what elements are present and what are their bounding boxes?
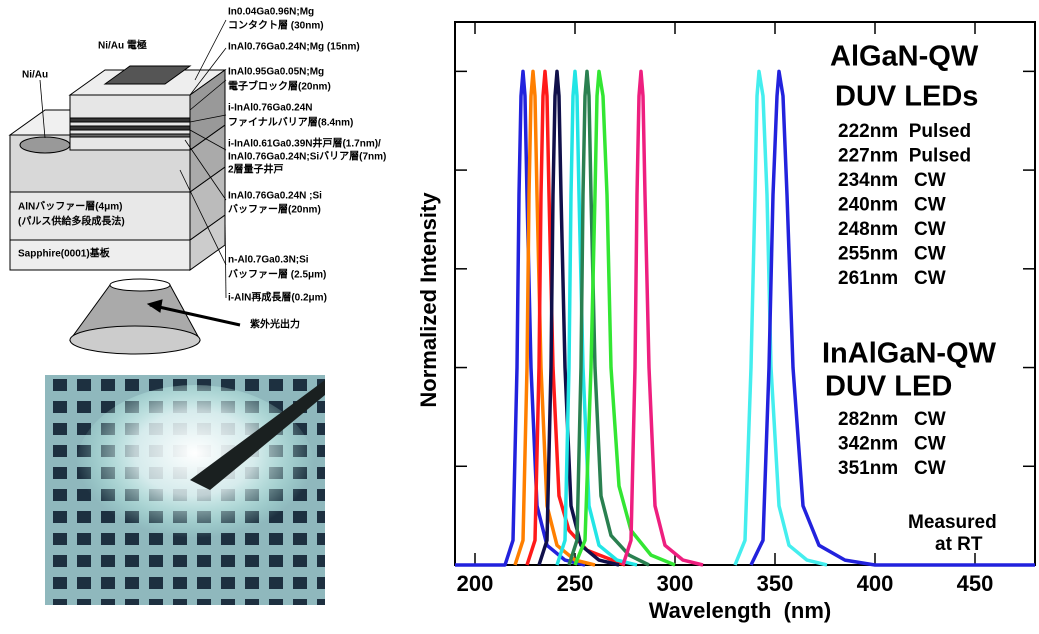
legend-entry: 227nm Pulsed xyxy=(838,146,971,167)
x-tick-label: 400 xyxy=(857,571,894,596)
y-axis-label: Normalized Intensity xyxy=(416,192,441,408)
x-tick-label: 200 xyxy=(457,571,494,596)
spectrum-line xyxy=(621,69,704,567)
diagram-label: In0.04Ga0.96N;Mg xyxy=(228,7,314,18)
diagram-label: InAl0.76Ga0.24N;Mg (15nm) xyxy=(228,42,360,53)
diagram-label: Ni/Au xyxy=(22,70,48,81)
x-axis-label: Wavelength (nm) xyxy=(649,598,832,623)
diagram-label: i-InAl0.76Ga0.24N xyxy=(228,103,312,114)
x-tick-label: 250 xyxy=(557,571,594,596)
spectrum-line xyxy=(525,69,626,567)
diagram-label: (パルス供給多段成長法) xyxy=(18,215,125,228)
diagram-label: 紫外光出力 xyxy=(250,318,300,331)
x-tick-label: 300 xyxy=(657,571,694,596)
legend-entry: 282nm CW xyxy=(838,409,946,430)
spectrum-line xyxy=(513,69,596,567)
diagram-label: InAl0.76Ga0.24N ;Si xyxy=(228,191,322,202)
annotation: DUV LEDs xyxy=(835,81,978,113)
diagram-label: バッファー層(20nm) xyxy=(228,204,321,216)
diagram-label: i-InAl0.61Ga0.39N井戸層(1.7nm)/ xyxy=(228,137,381,150)
diagram-label: Ni/Au 電極 xyxy=(98,39,147,52)
diagram-label: 電子ブロック層(20nm) xyxy=(228,80,331,93)
spectrum-line xyxy=(567,69,650,567)
x-tick-label: 350 xyxy=(757,571,794,596)
x-tick-label: 450 xyxy=(957,571,994,596)
annotation: Measured xyxy=(908,512,997,533)
annotation: AlGaN-QW xyxy=(830,41,979,73)
annotation: DUV LED xyxy=(825,371,952,403)
diagram-label: InAl0.95Ga0.05N;Mg xyxy=(228,67,324,78)
legend-entry: 261nm CW xyxy=(838,268,946,289)
legend-entry: 234nm CW xyxy=(838,170,946,191)
diagram-label: n-Al0.7Ga0.3N;Si xyxy=(228,255,309,266)
legend-entry: 240nm CW xyxy=(838,195,946,216)
diagram-label: ファイナルバリア層(8.4nm) xyxy=(228,117,353,129)
spectrum-line xyxy=(749,69,1035,567)
legend-entry: 255nm CW xyxy=(838,244,946,265)
device-diagram xyxy=(8,19,241,355)
diagram-label: i-AlN再成長層(0.2μm) xyxy=(228,291,327,304)
spectrum-line xyxy=(537,69,620,567)
diagram-label: InAl0.76Ga0.24N;Siバリア層(7nm) xyxy=(228,151,386,163)
diagram-label: 2層量子井戸 xyxy=(228,163,284,176)
diagram-label: AlNバッファー層(4μm) xyxy=(18,201,122,213)
spectrum-line xyxy=(555,69,638,567)
photo xyxy=(45,375,325,605)
legend-entry: 342nm CW xyxy=(838,434,946,455)
diagram-label: Sapphire(0001)基板 xyxy=(18,247,111,260)
diagram-label: コンタクト層 (30nm) xyxy=(228,20,324,32)
legend-entry: 222nm Pulsed xyxy=(838,121,971,142)
annotation: InAlGaN-QW xyxy=(822,338,997,370)
annotation: at RT xyxy=(935,534,983,555)
plot-frame xyxy=(454,21,1036,566)
legend-entry: 351nm CW xyxy=(838,458,946,479)
spectrum-line xyxy=(733,69,828,567)
legend-entry: 248nm CW xyxy=(838,219,946,240)
diagram-label: バッファー層 (2.5μm) xyxy=(228,269,326,281)
